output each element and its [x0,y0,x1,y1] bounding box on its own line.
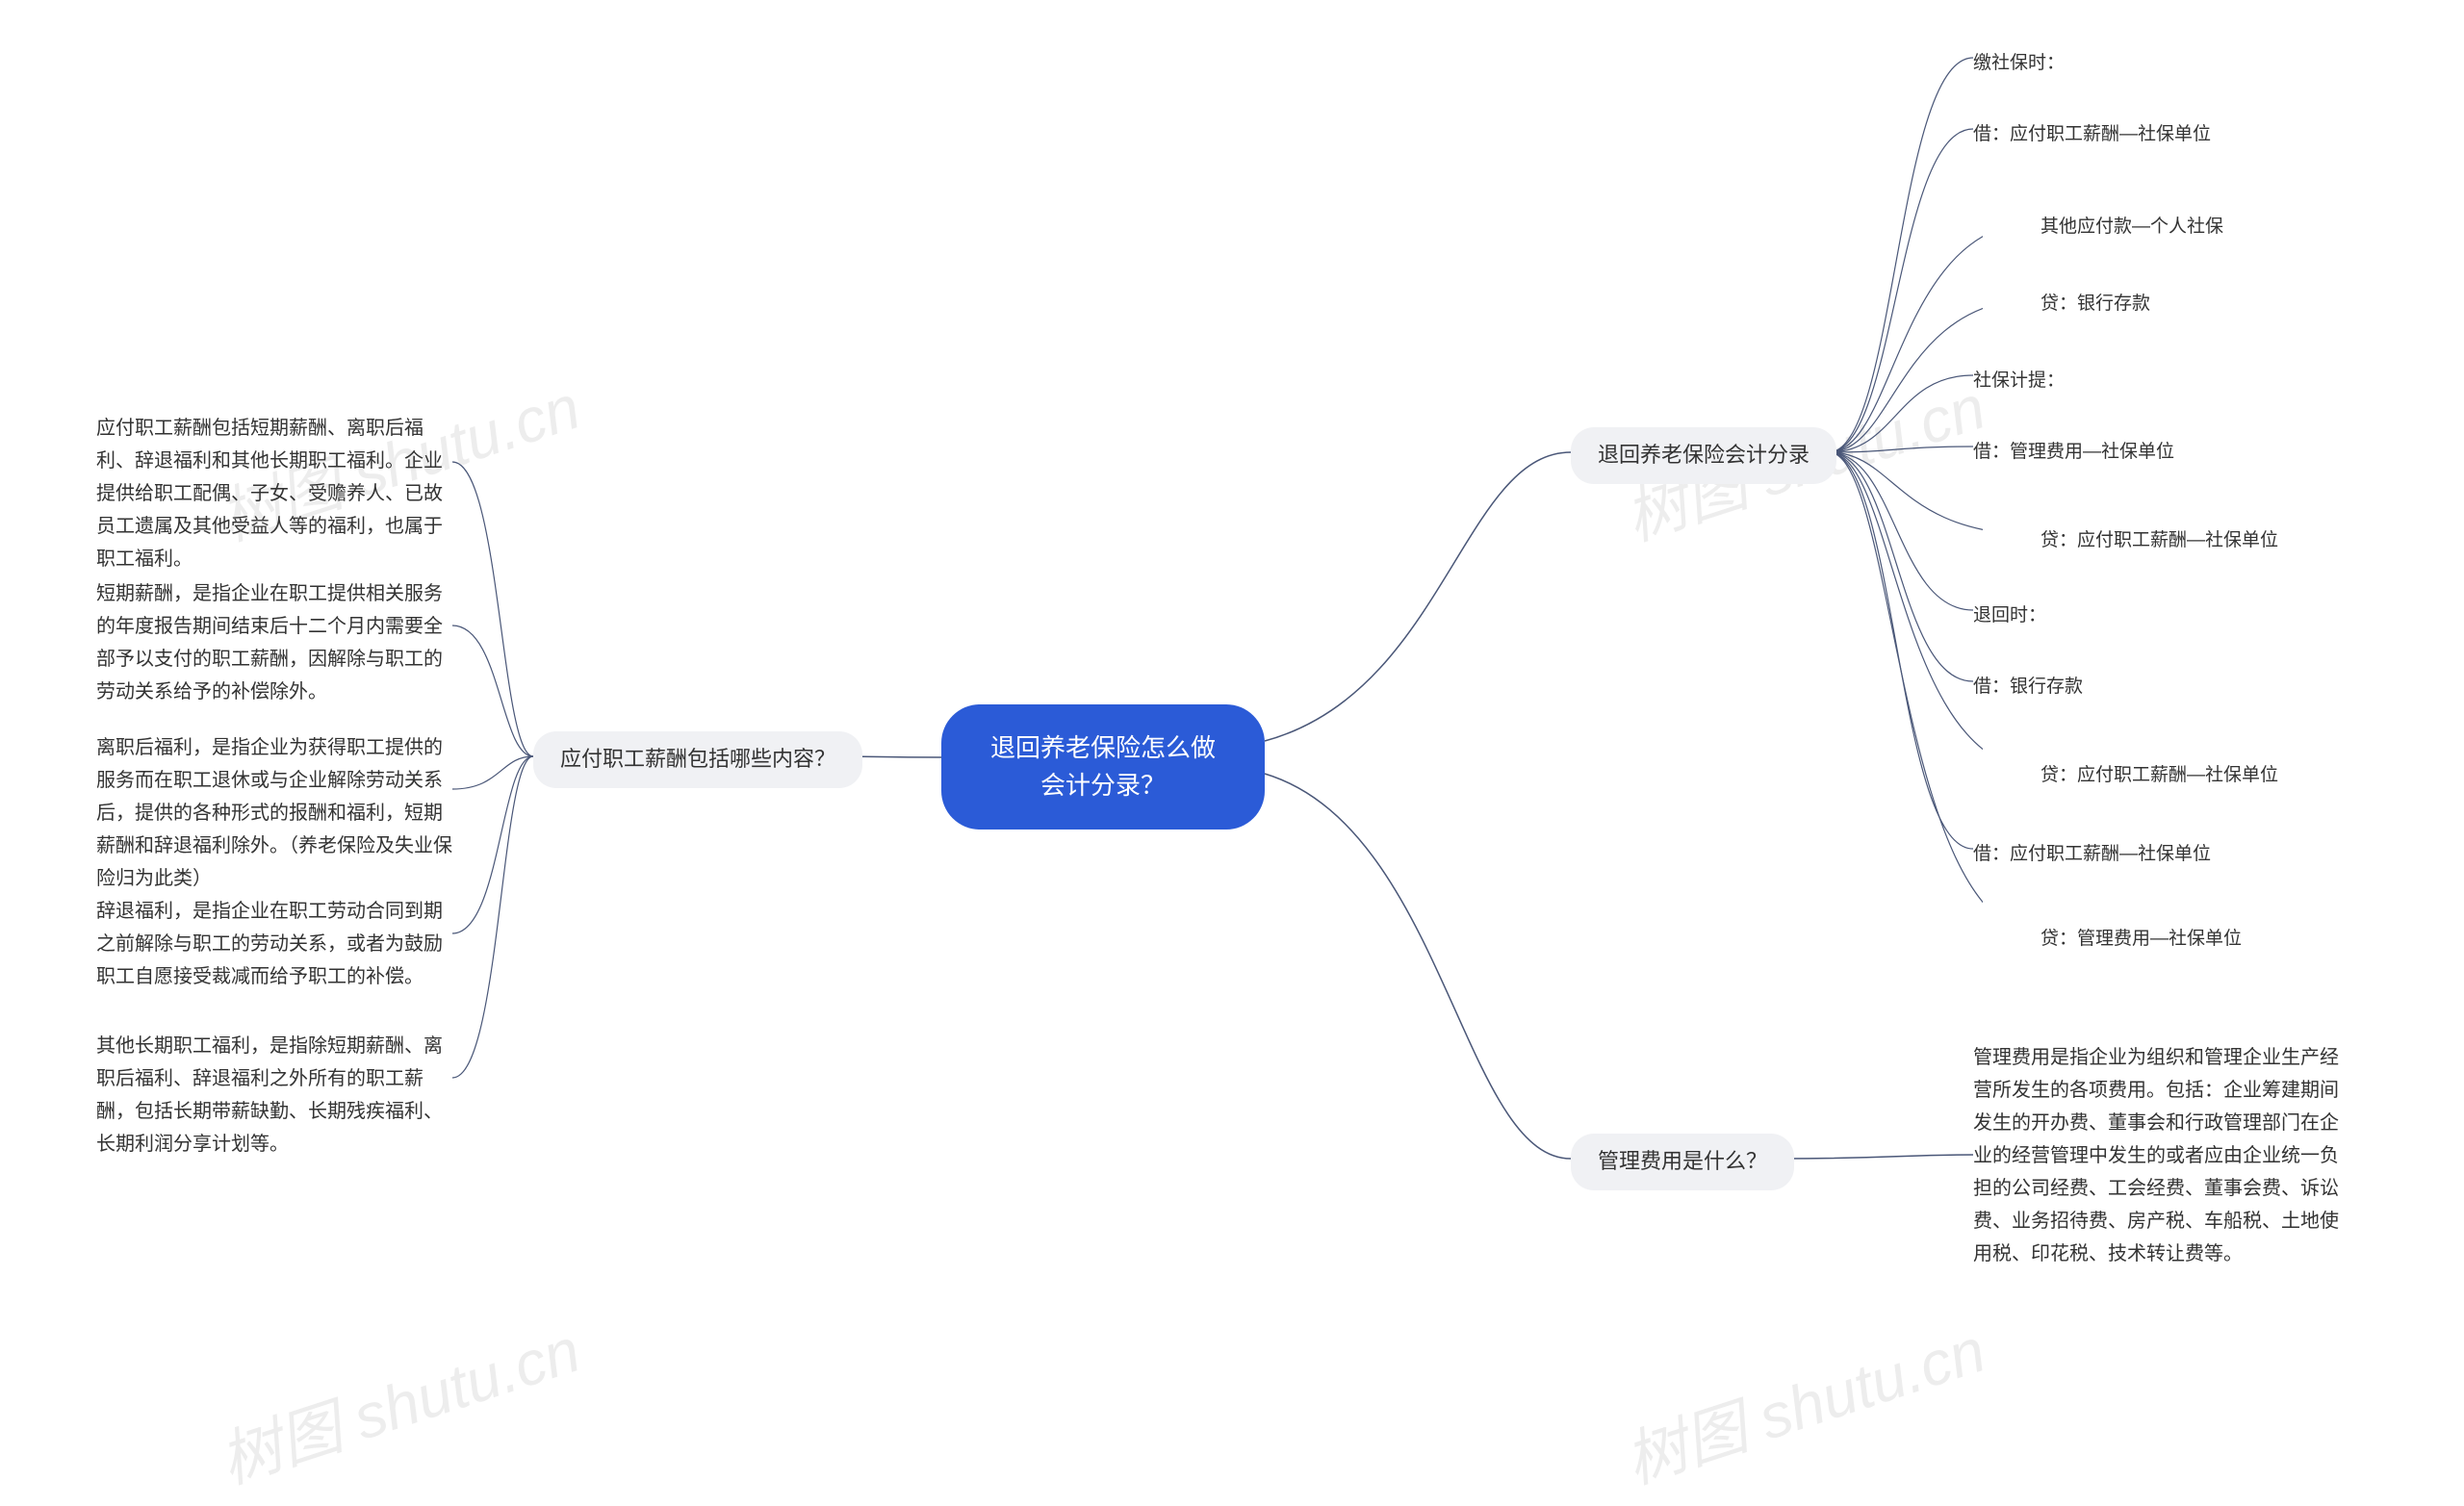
rt-leaf-5: 社保计提： [1973,366,2065,396]
rt-leaf-3: 其他应付款—个人社保 [2040,212,2223,242]
rb-leaf-1: 管理费用是指企业为组织和管理企业生产经营所发生的各项费用。包括：企业筹建期间发生… [1973,1041,2339,1270]
leaf-text: 贷：应付职工薪酬—社保单位 [2040,530,2278,550]
leaf-text: 离职后福利，是指企业为获得职工提供的服务而在职工退休或与企业解除劳动关系后，提供… [96,737,452,889]
leaf-text: 贷：应付职工薪酬—社保单位 [2040,765,2278,785]
right-top-bracket [1829,38,1983,962]
rt-leaf-1: 缴社保时： [1973,48,2065,79]
leaf-text: 借：管理费用—社保单位 [1973,442,2174,462]
rt-leaf-4: 贷：银行存款 [2040,289,2150,319]
rt-leaf-12: 贷：管理费用—社保单位 [2040,924,2242,955]
left-leaf-5: 其他长期职工福利，是指除短期薪酬、离职后福利、辞退福利之外所有的职工薪酬，包括长… [96,1030,452,1161]
center-node: 退回养老保险怎么做会计分录？ [941,704,1265,830]
leaf-text: 贷：管理费用—社保单位 [2040,929,2242,949]
left-leaf-2: 短期薪酬，是指企业在职工提供相关服务的年度报告期间结束后十二个月内需要全部予以支… [96,577,452,708]
leaf-text: 缴社保时： [1973,53,2065,73]
branch-left-label: 应付职工薪酬包括哪些内容？ [560,747,835,771]
branch-right-top: 退回养老保险会计分录 [1571,427,1836,484]
left-leaf-1: 应付职工薪酬包括短期薪酬、离职后福利、辞退福利和其他长期职工福利。企业提供给职工… [96,412,452,575]
branch-right-bottom-label: 管理费用是什么？ [1598,1149,1767,1173]
rt-leaf-8: 退回时： [1973,600,2046,631]
leaf-text: 其他长期职工福利，是指除短期薪酬、离职后福利、辞退福利之外所有的职工薪酬，包括长… [96,1035,443,1155]
leaf-text: 其他应付款—个人社保 [2040,217,2223,237]
leaf-text: 管理费用是指企业为组织和管理企业生产经营所发生的各项费用。包括：企业筹建期间发生… [1973,1047,2339,1264]
leaf-text: 辞退福利，是指企业在职工劳动合同到期之前解除与职工的劳动关系，或者为鼓励职工自愿… [96,901,443,987]
branch-left: 应付职工薪酬包括哪些内容？ [533,731,862,788]
watermark: 树图 shutu.cn [1612,1301,1994,1500]
rt-leaf-11: 借：应付职工薪酬—社保单位 [1973,839,2211,870]
rt-leaf-10: 贷：应付职工薪酬—社保单位 [2040,760,2278,791]
rt-leaf-6: 借：管理费用—社保单位 [1973,437,2174,468]
leaf-text: 借：银行存款 [1973,676,2083,697]
leaf-text: 退回时： [1973,605,2046,625]
branch-right-top-label: 退回养老保险会计分录 [1598,443,1810,467]
left-leaf-3: 离职后福利，是指企业为获得职工提供的服务而在职工退休或与企业解除劳动关系后，提供… [96,731,452,895]
watermark: 树图 shutu.cn [207,1301,589,1500]
leaf-text: 社保计提： [1973,370,2065,391]
leaf-text: 应付职工薪酬包括短期薪酬、离职后福利、辞退福利和其他长期职工福利。企业提供给职工… [96,418,443,570]
leaf-text: 短期薪酬，是指企业在职工提供相关服务的年度报告期间结束后十二个月内需要全部予以支… [96,583,443,702]
left-bracket [443,404,539,1174]
leaf-text: 借：应付职工薪酬—社保单位 [1973,844,2211,864]
rt-leaf-9: 借：银行存款 [1973,672,2083,702]
center-label: 退回养老保险怎么做会计分录？ [990,733,1216,800]
rt-leaf-2: 借：应付职工薪酬—社保单位 [1973,119,2211,150]
left-leaf-4: 辞退福利，是指企业在职工劳动合同到期之前解除与职工的劳动关系，或者为鼓励职工自愿… [96,895,452,993]
branch-right-bottom: 管理费用是什么？ [1571,1134,1794,1190]
mindmap-canvas: { "structure_type": "mindmap", "backgrou… [0,0,2464,1506]
leaf-text: 借：应付职工薪酬—社保单位 [1973,124,2211,144]
rt-leaf-7: 贷：应付职工薪酬—社保单位 [2040,525,2278,556]
leaf-text: 贷：银行存款 [2040,294,2150,314]
